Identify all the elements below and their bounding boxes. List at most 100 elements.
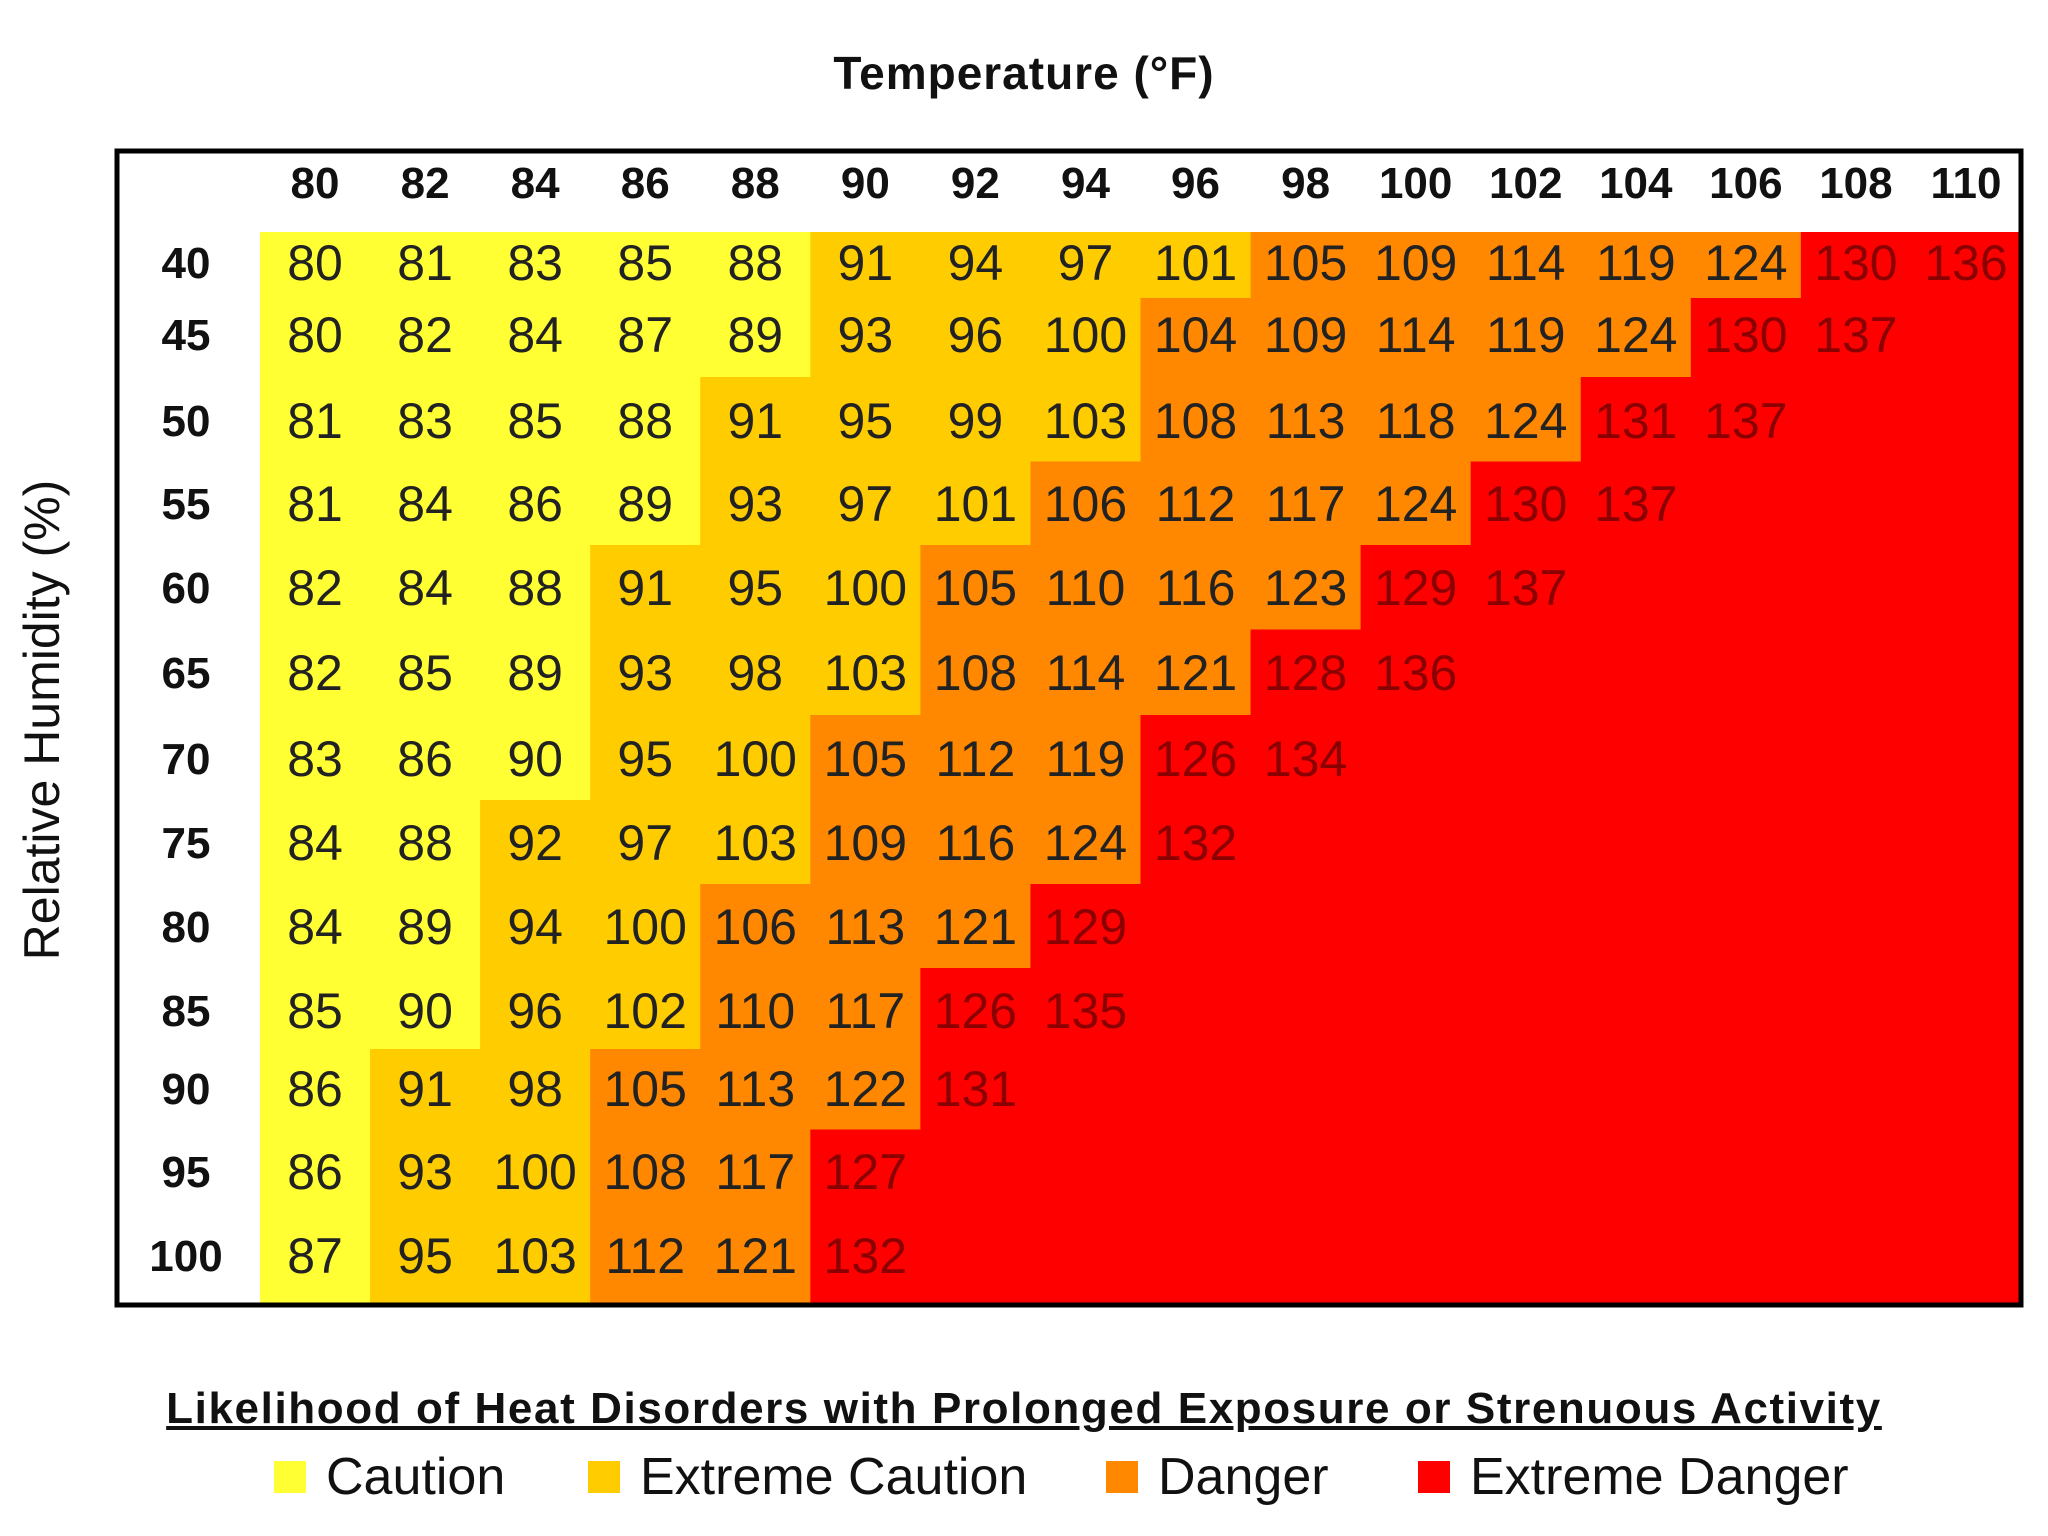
heat-index-value: 105 [824,731,907,787]
heat-cell [1030,461,1142,546]
heat-cell [920,461,1032,546]
heat-cell [1800,461,1912,546]
humidity-label: 85 [162,987,211,1036]
heat-cell [480,968,591,1050]
heat-index-value: 81 [397,235,453,291]
heat-index-value: 121 [714,1228,797,1284]
heat-index-value: 85 [617,235,673,291]
heat-index-value: 110 [715,983,795,1039]
heat-cell [1690,884,1802,969]
heat-index-value: 109 [1374,235,1457,291]
temperature-header: 96 [1171,159,1220,208]
heat-index-value: 117 [825,983,905,1039]
heat-index-value: 96 [948,307,1004,363]
heat-cell [590,461,701,546]
heat-cell [810,800,921,885]
heat-index-value: 124 [1704,235,1787,291]
heat-cell [700,1129,811,1214]
heat-index-value: 106 [1044,476,1127,532]
heat-cell [1800,884,1912,969]
heat-cell [1580,629,1692,716]
heat-cell [480,1213,591,1306]
heat-index-value: 112 [1156,476,1236,532]
heat-cell [1360,232,1472,299]
heat-index-value: 109 [1264,307,1347,363]
heat-index-value: 100 [493,1144,576,1200]
heat-cell [1580,715,1692,801]
heat-cell [1690,232,1802,299]
heat-index-value: 97 [838,476,894,532]
heat-cell [1690,1213,1802,1306]
heat-index-value: 84 [287,815,343,871]
heat-cell [700,545,811,631]
heat-cell [1800,1213,1912,1306]
heat-index-value: 137 [1484,560,1567,616]
heat-cell [590,800,701,885]
heat-cell [1140,715,1252,801]
heat-index-value: 130 [1814,235,1897,291]
heat-index-value: 117 [715,1144,795,1200]
humidity-label: 65 [162,649,211,698]
heat-index-value: 97 [1058,235,1114,291]
legend-item-caution: Caution [274,1448,505,1506]
heat-index-value: 112 [936,731,1016,787]
heat-index-value: 113 [715,1061,795,1117]
heat-cell [1250,968,1362,1050]
heat-index-value: 100 [824,560,907,616]
heat-cell [1140,461,1252,546]
temperature-header: 82 [401,159,450,208]
heat-index-value: 119 [1596,235,1676,291]
heat-cell [1470,545,1582,631]
heat-cell [590,884,701,969]
heat-cell [480,545,591,631]
heat-cell [480,232,591,299]
heat-cell [260,1213,371,1306]
heat-cell [1030,1213,1142,1306]
legend-label-extreme-danger: Extreme Danger [1470,1448,1849,1506]
heat-cell [1910,377,2022,463]
heat-cell [1470,298,1582,378]
heat-index-value: 137 [1594,476,1677,532]
heat-cell [480,1129,591,1214]
legend-label-danger: Danger [1158,1448,1329,1506]
humidity-label: 45 [162,311,211,360]
heat-index-value: 99 [948,393,1004,449]
heat-index-value: 124 [1374,476,1457,532]
heat-index-value: 83 [397,393,453,449]
heat-cell [1800,800,1912,885]
heat-cell [810,461,921,546]
heat-cell [1030,232,1142,299]
heat-cell [700,461,811,546]
heat-cell [1360,1049,1472,1131]
legend-title: Likelihood of Heat Disorders with Prolon… [166,1384,1882,1433]
heat-index-value: 114 [1376,307,1456,363]
heat-index-value: 130 [1484,476,1567,532]
heat-cell [1250,461,1362,546]
heat-cell [1580,1049,1692,1131]
heat-cell [480,800,591,885]
heat-cell [1140,800,1252,885]
heat-index-value: 86 [507,476,563,532]
heat-index-value: 124 [1044,815,1127,871]
heat-index-value: 116 [1156,560,1236,616]
heat-cell [1910,461,2022,546]
heat-cell [1470,1049,1582,1131]
heat-index-value: 132 [1154,815,1237,871]
heat-cell [480,298,591,378]
heat-cell [1470,461,1582,546]
heat-index-value: 103 [824,645,907,701]
heat-cell [370,461,481,546]
temperature-header: 106 [1709,159,1782,208]
table-frame [114,148,2024,1308]
heat-cell [920,232,1032,299]
heat-index-value: 93 [838,307,894,363]
heat-cell [700,968,811,1050]
temperature-header: 80 [291,159,340,208]
heat-cell [370,232,481,299]
heat-cell [480,715,591,801]
heat-cell [1470,629,1582,716]
heat-cell [1910,629,2022,716]
heat-cell [700,884,811,969]
legend-swatch-extreme-danger [1418,1461,1450,1493]
heat-cell [370,377,481,463]
